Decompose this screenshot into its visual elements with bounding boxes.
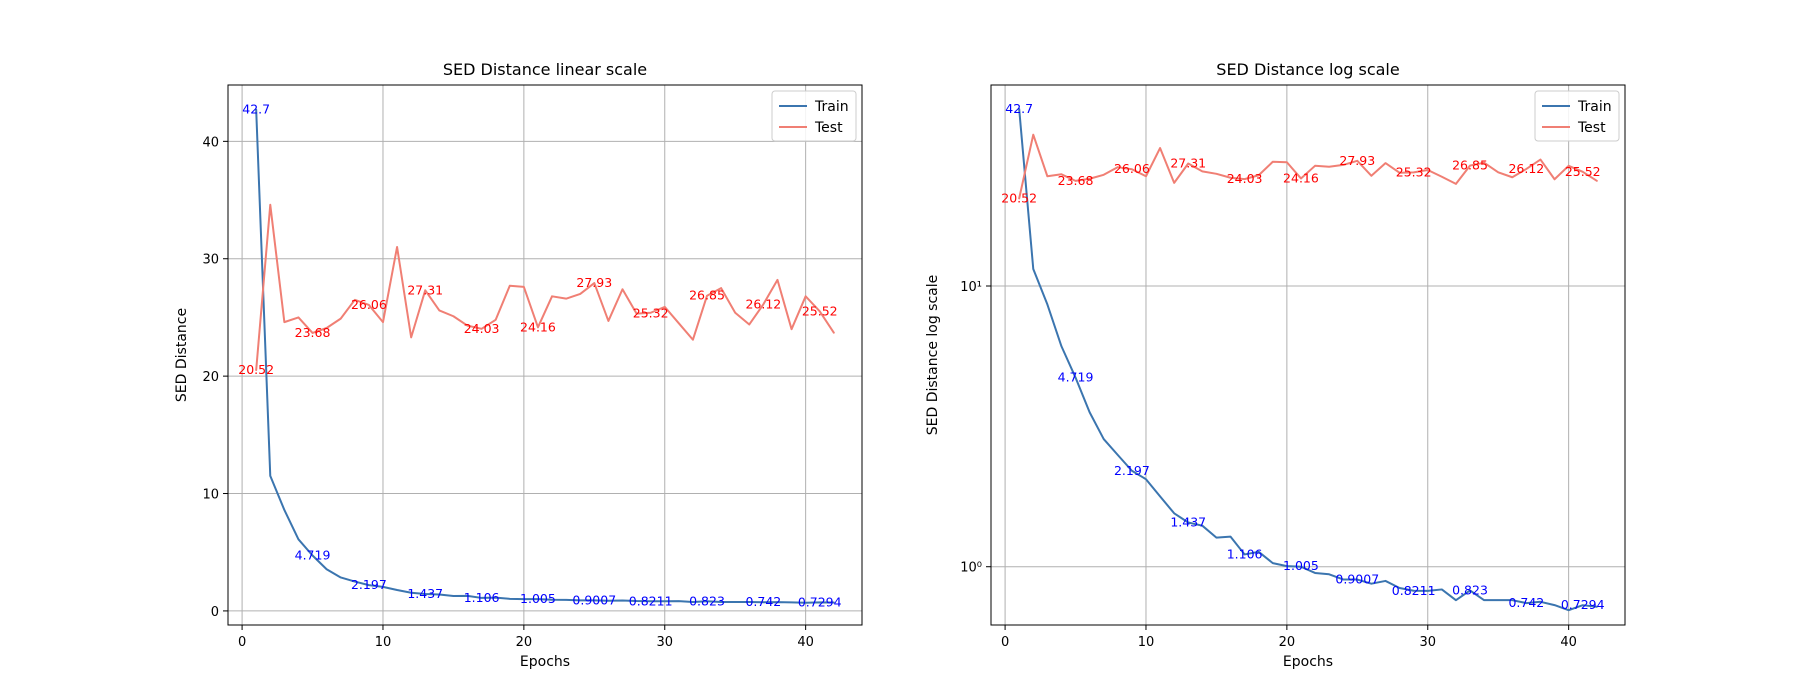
y-tick-label: 20	[202, 370, 219, 385]
data-label-train: 1.437	[407, 586, 443, 601]
data-label-test: 25.52	[802, 303, 838, 318]
x-tick-label: 0	[1001, 635, 1009, 650]
data-label-train: 1.106	[1227, 546, 1263, 561]
data-label-train: 1.005	[1283, 558, 1319, 573]
data-label-train: 0.8211	[1392, 583, 1436, 598]
legend-entry: Test	[814, 120, 843, 136]
x-tick-label: 40	[797, 635, 814, 650]
data-label-test: 24.16	[520, 319, 556, 334]
data-label-test: 25.32	[1396, 165, 1432, 180]
data-label-train: 4.719	[295, 548, 331, 563]
grid	[228, 85, 862, 625]
data-label-train: 2.197	[1114, 463, 1150, 478]
y-tick-label: 10¹	[960, 280, 982, 295]
x-tick-label: 30	[656, 635, 673, 650]
data-label-test: 24.03	[1227, 171, 1263, 186]
data-label-train: 42.7	[1005, 101, 1033, 116]
y-tick-label: 40	[202, 135, 219, 150]
series-line-train	[1018, 108, 1598, 612]
y-tick-label: 30	[202, 253, 219, 268]
data-label-test: 27.93	[576, 275, 612, 290]
data-label-test: 23.68	[295, 325, 331, 340]
plot-frame	[227, 84, 863, 626]
data-label-train: 0.8211	[629, 593, 673, 608]
data-label-train: 1.106	[464, 590, 500, 605]
data-label-train: 4.719	[1058, 370, 1094, 385]
legend-box	[1534, 90, 1620, 142]
chart-log: 42.7 4.719 2.197 1.437 1.106 1.005 0.9007 0.821…	[925, 60, 1626, 670]
data-label-test: 26.06	[351, 297, 387, 312]
y-axis-label: SED Distance log scale	[925, 275, 941, 436]
legend: Train Test	[771, 90, 857, 142]
data-label-test: 27.31	[407, 282, 443, 297]
legend-entry: Train	[814, 99, 849, 115]
data-label-train: 0.9007	[572, 592, 616, 607]
data-label-train: 1.005	[520, 591, 556, 606]
x-tick-label: 10	[375, 635, 392, 650]
data-label-test: 26.12	[1508, 161, 1544, 176]
x-tick-label: 20	[516, 635, 533, 650]
data-label-test: 25.52	[1565, 164, 1601, 179]
data-label-test: 26.12	[745, 296, 781, 311]
x-tick-label: 10	[1138, 635, 1155, 650]
data-label-test: 26.85	[689, 288, 725, 303]
data-label-test: 20.52	[1001, 190, 1037, 205]
y-tick-label: 0	[211, 605, 219, 620]
data-label-train: 1.437	[1170, 515, 1206, 530]
data-label-test: 27.31	[1170, 156, 1206, 171]
plot-frame	[990, 84, 1626, 626]
data-label-test: 20.52	[238, 362, 274, 377]
data-label-test: 24.16	[1283, 170, 1319, 185]
data-label-test: 25.32	[633, 306, 669, 321]
series-line-test	[1018, 133, 1598, 200]
data-label-train: 0.7294	[1561, 597, 1605, 612]
data-label-train: 0.742	[745, 594, 781, 609]
data-label-test: 23.68	[1058, 173, 1094, 188]
chart-title: SED Distance linear scale	[443, 60, 647, 79]
x-tick-label: 20	[1279, 635, 1296, 650]
data-label-train: 2.197	[351, 577, 387, 592]
x-tick-label: 30	[1419, 635, 1436, 650]
data-label-test: 26.85	[1452, 158, 1488, 173]
legend: Train Test	[1534, 90, 1620, 142]
x-tick-label: 0	[238, 635, 246, 650]
x-tick-label: 40	[1560, 635, 1577, 650]
data-label-train: 0.823	[689, 593, 725, 608]
legend-entry: Test	[1577, 120, 1606, 136]
series-line-train	[255, 108, 835, 604]
y-tick-label: 10	[202, 488, 219, 503]
data-label-train: 0.742	[1508, 595, 1544, 610]
data-label-test: 27.93	[1339, 153, 1375, 168]
x-axis-label: Epochs	[520, 654, 570, 670]
data-label-test: 24.03	[464, 321, 500, 336]
y-axis-label: SED Distance	[174, 308, 190, 402]
data-label-train: 0.7294	[798, 594, 842, 609]
legend-box	[771, 90, 857, 142]
x-axis-label: Epochs	[1283, 654, 1333, 670]
series-line-test	[255, 203, 835, 372]
chart-title: SED Distance log scale	[1216, 60, 1399, 79]
data-label-train: 42.7	[242, 102, 270, 117]
legend-entry: Train	[1577, 99, 1612, 115]
data-label-train: 0.823	[1452, 582, 1488, 597]
data-label-train: 0.9007	[1335, 571, 1379, 586]
chart-linear: 42.7 4.719 2.197 1.437 1.106 1.005 0.9007 0.821…	[174, 60, 863, 670]
data-label-test: 26.06	[1114, 161, 1150, 176]
y-tick-label: 10⁰	[960, 561, 982, 576]
